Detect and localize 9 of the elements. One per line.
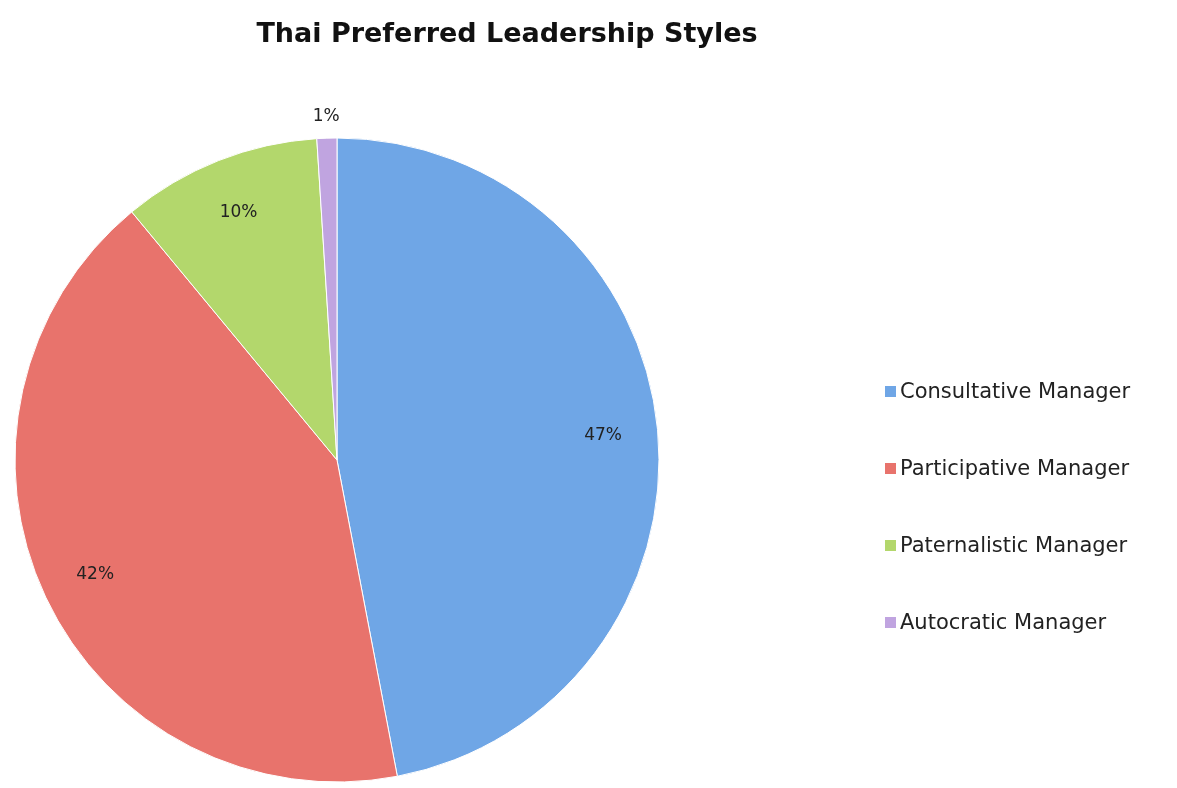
data-label: 1% [312, 105, 340, 126]
legend-label: Paternalistic Manager [900, 533, 1128, 557]
chart-title: Thai Preferred Leadership Styles [256, 17, 758, 48]
data-label: 42% [76, 562, 115, 583]
legend-label: Participative Manager [900, 456, 1130, 480]
data-label: 10% [219, 200, 258, 221]
legend-label: Consultative Manager [900, 379, 1131, 403]
data-label: 47% [584, 423, 622, 444]
legend-label: Autocratic Manager [900, 610, 1107, 634]
